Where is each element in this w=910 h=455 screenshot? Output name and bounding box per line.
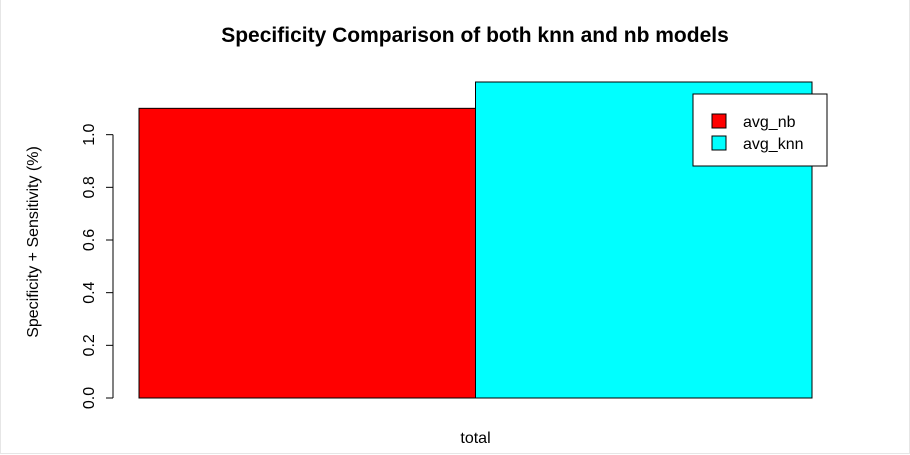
y-tick-label: 0.6 xyxy=(81,229,98,251)
chart-title: Specificity Comparison of both knn and n… xyxy=(221,24,729,47)
legend-box xyxy=(692,93,828,167)
legend-label-avg-nb: avg_nb xyxy=(743,114,796,131)
y-tick-label: 0.4 xyxy=(81,281,98,303)
legend: avg_nb avg_knn xyxy=(692,93,828,167)
bars xyxy=(138,81,813,399)
x-category-label: total xyxy=(460,430,490,447)
legend-swatch-avg-knn xyxy=(711,135,727,151)
y-tick-label: 1.0 xyxy=(81,123,98,145)
y-tick-label: 0.0 xyxy=(81,387,98,409)
y-axis: 0.0 0.2 0.4 0.6 0.8 1.0 xyxy=(81,123,114,409)
legend-swatch-avg-nb xyxy=(711,113,727,129)
y-tick-label: 0.2 xyxy=(81,334,98,356)
legend-label-avg-knn: avg_knn xyxy=(743,136,804,153)
y-tick-label: 0.8 xyxy=(81,176,98,198)
x-axis-labels: total xyxy=(460,430,490,447)
y-axis-label: Specificity + Sensitivity (%) xyxy=(25,146,42,338)
bar-avg-nb xyxy=(138,107,476,399)
